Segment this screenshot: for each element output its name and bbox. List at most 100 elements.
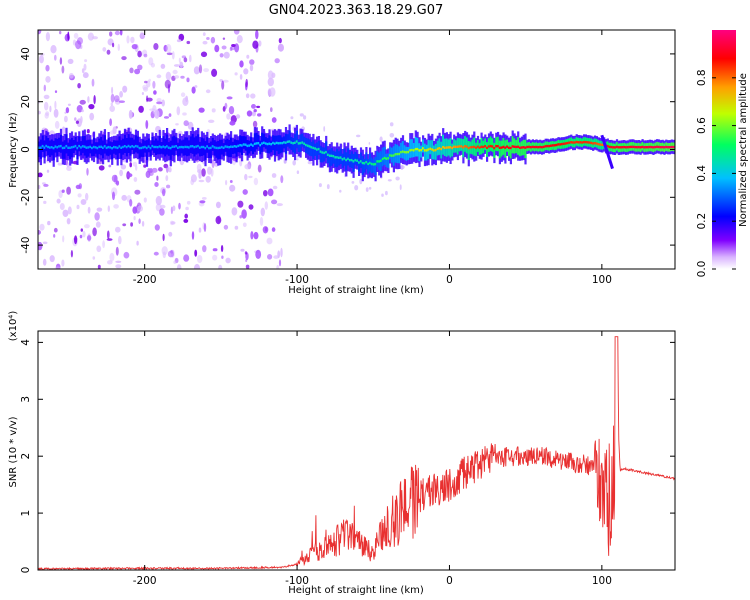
spectral-noise-blob xyxy=(82,72,89,79)
ridge-core xyxy=(484,145,487,148)
ridge-core xyxy=(626,146,629,149)
ridge-core xyxy=(476,145,480,148)
spectral-noise-blob xyxy=(161,99,165,107)
ridge-mid-band xyxy=(261,132,264,152)
ridge-core xyxy=(411,148,414,152)
spectral-noise-blob xyxy=(205,175,211,183)
spectrogram-y-ticks: -40 -20 0 20 40 xyxy=(20,47,675,254)
spectral-noise-blob xyxy=(120,164,127,170)
spectral-noise-blob xyxy=(149,168,153,173)
spectral-noise-blob xyxy=(137,50,142,58)
ridge-mid-band xyxy=(255,132,258,150)
ridge-mid-band xyxy=(372,159,375,173)
ridge-core xyxy=(398,152,401,156)
ridge-core xyxy=(460,145,463,148)
ridge-core xyxy=(548,144,551,148)
ridge-core xyxy=(436,147,439,150)
spectral-noise-blob xyxy=(154,182,159,187)
ridge-core xyxy=(83,145,86,148)
y-tick-label: -20 xyxy=(20,189,32,206)
ridge-core xyxy=(123,145,127,148)
spectral-noise-blob xyxy=(146,80,151,88)
ridge-core xyxy=(473,145,476,149)
ridge-core xyxy=(562,142,565,145)
ridge-core xyxy=(208,146,211,150)
spectral-noise-blob xyxy=(145,170,151,178)
ridge-core xyxy=(529,146,533,149)
ridge-core xyxy=(389,154,392,157)
ridge-mid-band xyxy=(204,141,207,160)
spectral-noise-blob xyxy=(249,59,255,65)
spectral-noise-blob xyxy=(252,40,259,49)
spectral-noise-blob xyxy=(165,175,169,182)
ridge-mid-band xyxy=(277,135,280,155)
spectral-noise-blob xyxy=(191,86,196,94)
ridge-core xyxy=(314,147,317,150)
spectral-noise-blob xyxy=(153,43,159,50)
colorbar-tick-label: 0.0 xyxy=(696,261,708,278)
ridge-core xyxy=(367,162,370,166)
ridge-core xyxy=(396,152,399,156)
ridge-core xyxy=(281,141,284,145)
ridge-mid-band xyxy=(228,140,231,158)
ridge-mid-band xyxy=(411,139,414,158)
ridge-core xyxy=(191,145,194,148)
spectral-noise-blob xyxy=(38,229,41,235)
ridge-core xyxy=(178,146,181,149)
spectral-noise-blob xyxy=(246,54,250,59)
ridge-core xyxy=(370,162,373,166)
spectral-noise-blob xyxy=(109,105,115,112)
spectral-noise-blob xyxy=(245,78,248,88)
ridge-mid-band xyxy=(325,141,328,158)
ridge-core xyxy=(380,159,383,162)
spectral-noise-blob xyxy=(62,235,65,243)
spectral-noise-blob xyxy=(86,235,92,241)
ridge-core xyxy=(498,146,501,149)
ridge-core xyxy=(69,146,72,149)
ridge-mid-band xyxy=(420,145,423,158)
spectral-noise-blob xyxy=(84,59,88,63)
ridge-mid-band xyxy=(486,142,489,157)
y-tick-label: 4 xyxy=(20,339,32,346)
ridge-mid-band xyxy=(478,143,481,155)
spectral-noise-blob xyxy=(38,185,41,189)
ridge-core xyxy=(180,145,183,149)
ridge-core xyxy=(416,147,419,151)
spectral-noise-blob xyxy=(114,174,118,185)
spectral-noise-blob xyxy=(237,200,244,208)
ridge-mid-band xyxy=(504,140,507,158)
ridge-core xyxy=(593,142,597,145)
ridge-core xyxy=(323,151,326,155)
spectral-noise-blob xyxy=(115,246,119,256)
spectral-noise-blob xyxy=(194,85,198,88)
ridge-core xyxy=(405,151,408,154)
ridge-core xyxy=(615,145,619,149)
spectral-noise-blob xyxy=(54,100,57,110)
ridge-core xyxy=(244,143,247,146)
ridge-core xyxy=(129,145,132,149)
spectral-noise-blob xyxy=(159,208,165,216)
ridge-core xyxy=(458,145,461,148)
snr-x-ticks: -200 -100 0 100 xyxy=(133,331,612,587)
ridge-mid-band xyxy=(105,143,108,156)
ridge-mid-band xyxy=(519,142,522,157)
spectral-noise-blob xyxy=(43,183,49,187)
spectral-noise-blob xyxy=(244,173,248,181)
spectral-noise-blob xyxy=(178,202,181,210)
spectral-noise-blob xyxy=(229,180,233,183)
ridge-mid-band xyxy=(422,139,425,153)
ridge-core xyxy=(292,142,295,145)
ridge-core xyxy=(230,145,233,148)
ridge-core xyxy=(277,142,280,145)
ridge-core xyxy=(511,145,514,148)
ridge-mid-band xyxy=(140,143,143,157)
ridge-mid-band xyxy=(239,135,242,153)
spectral-noise-blob xyxy=(271,72,276,79)
spectrogram-x-ticks: -200 -100 0 100 xyxy=(133,30,612,286)
spectral-noise-blob xyxy=(115,260,122,263)
ridge-core xyxy=(120,146,123,149)
spectral-noise-blob xyxy=(231,207,238,216)
ridge-core xyxy=(497,145,500,148)
spectral-noise-blob xyxy=(176,106,181,116)
